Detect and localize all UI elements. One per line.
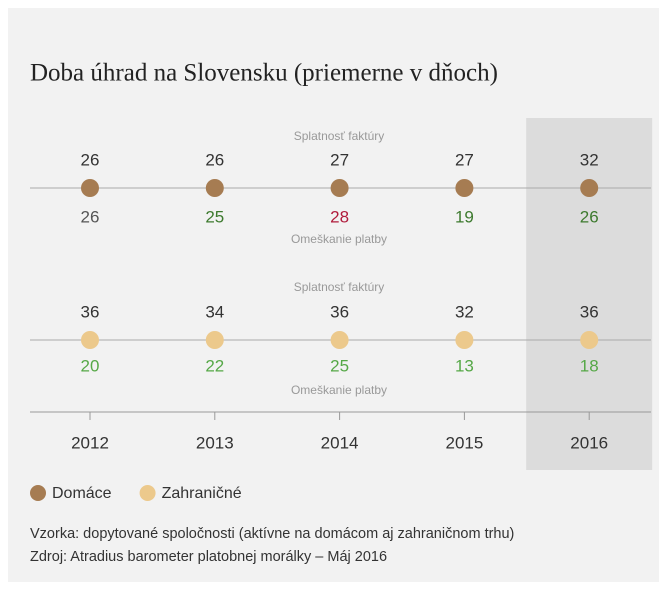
dot (81, 331, 99, 349)
value-label: 26 (205, 150, 224, 169)
legend-swatch (30, 485, 46, 501)
value-label: 32 (580, 150, 599, 169)
upper-label: Splatnosť faktúry (294, 129, 385, 143)
lower-label: Omeškanie platby (291, 232, 387, 246)
legend-swatch (139, 485, 156, 501)
upper-label: Splatnosť faktúry (294, 280, 385, 294)
value-label: 27 (455, 150, 474, 169)
value-label: 36 (330, 302, 349, 321)
delay-label: 25 (330, 356, 349, 375)
highlight-column (526, 118, 653, 470)
delay-label: 13 (455, 356, 474, 375)
note: Zdroj: Atradius barometer platobnej morá… (30, 549, 387, 565)
dot (455, 179, 474, 197)
delay-label: 19 (455, 207, 474, 226)
value-label: 32 (455, 302, 474, 321)
legend-label: Zahraničné (162, 485, 242, 502)
value-label: 36 (81, 302, 100, 321)
chart-title: Doba úhrad na Slovensku (priemerne v dňo… (30, 60, 498, 87)
dot (205, 179, 224, 197)
value-label: 34 (205, 302, 224, 321)
dot (330, 179, 349, 197)
lower-label: Omeškanie platby (291, 383, 387, 397)
x-tick-label: 2013 (196, 433, 234, 452)
delay-label: 26 (81, 207, 100, 226)
delay-label: 18 (580, 356, 599, 375)
note: Vzorka: dopytované spoločnosti (aktívne … (30, 526, 514, 542)
dot (330, 331, 349, 349)
x-tick-label: 2015 (445, 433, 483, 452)
delay-label: 20 (81, 356, 100, 375)
dot (580, 179, 599, 197)
x-tick-label: 2014 (321, 433, 359, 452)
x-tick-label: 2016 (570, 433, 608, 452)
delay-label: 25 (205, 207, 224, 226)
delay-label: 22 (205, 356, 224, 375)
dot (580, 331, 599, 349)
value-label: 27 (330, 150, 349, 169)
dot (205, 331, 224, 349)
value-label: 26 (81, 150, 100, 169)
legend-label: Domáce (52, 485, 112, 502)
delay-label: 26 (580, 207, 599, 226)
dot (81, 179, 99, 197)
dot (455, 331, 474, 349)
x-tick-label: 2012 (71, 433, 109, 452)
delay-label: 28 (330, 207, 349, 226)
value-label: 36 (580, 302, 599, 321)
